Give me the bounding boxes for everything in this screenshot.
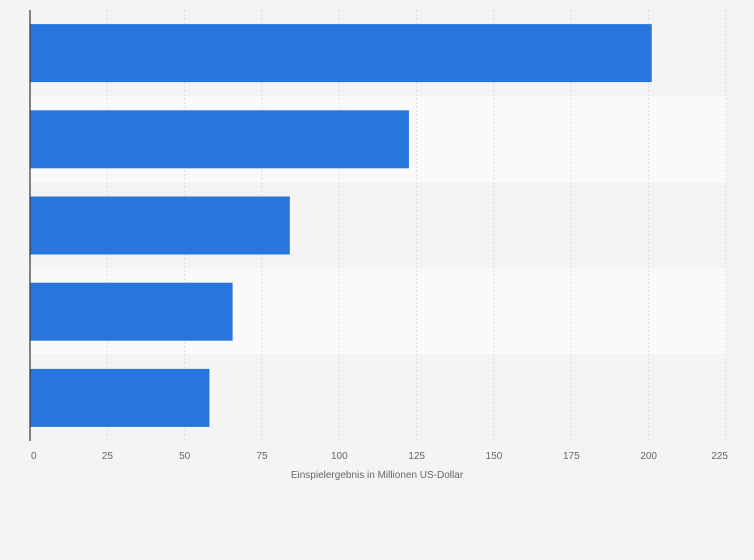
x-tick-label: 150 (486, 451, 503, 462)
bar[interactable] (30, 282, 233, 341)
x-tick-label: 100 (331, 451, 348, 462)
bar[interactable] (30, 24, 652, 83)
bar[interactable] (30, 196, 290, 255)
bars (30, 24, 652, 427)
x-tick-label: 125 (408, 451, 425, 462)
x-tick-label: 175 (563, 451, 580, 462)
bar[interactable] (30, 368, 210, 427)
bar[interactable] (30, 110, 409, 169)
x-axis-title: Einspielergebnis in Millionen US-Dollar (291, 470, 464, 481)
x-tick-label: 0 (31, 451, 37, 462)
x-tick-label: 200 (640, 451, 657, 462)
x-tick-label: 75 (256, 451, 268, 462)
x-tick-labels: 0 25 50 75 100 125 150 175 200 225 (31, 451, 728, 462)
x-tick-label: 225 (711, 451, 728, 462)
x-tick-label: 50 (179, 451, 191, 462)
x-tick-label: 25 (102, 451, 114, 462)
